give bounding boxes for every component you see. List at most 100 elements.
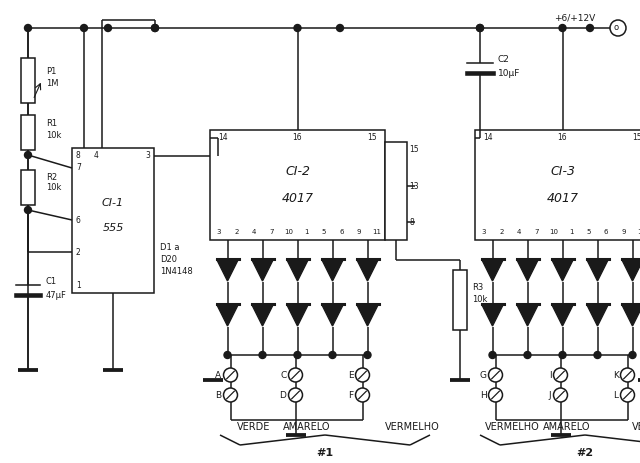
Circle shape — [489, 351, 496, 358]
Bar — [21, 58, 35, 103]
Circle shape — [554, 368, 568, 382]
Text: o: o — [613, 24, 619, 32]
Text: 15: 15 — [409, 145, 419, 155]
Circle shape — [104, 25, 111, 31]
Text: B: B — [216, 390, 221, 400]
Text: K: K — [612, 370, 618, 380]
Text: C2: C2 — [498, 56, 510, 64]
Bar — [210, 130, 385, 240]
Text: L: L — [614, 390, 618, 400]
Text: 1: 1 — [304, 229, 308, 235]
Text: D20: D20 — [160, 256, 177, 264]
Text: 8: 8 — [76, 151, 81, 161]
Polygon shape — [252, 259, 273, 281]
Circle shape — [224, 351, 231, 358]
Bar — [385, 142, 407, 240]
Polygon shape — [621, 304, 640, 326]
Text: 11: 11 — [637, 229, 640, 235]
Text: VERDE: VERDE — [632, 422, 640, 432]
Text: 14: 14 — [483, 133, 493, 143]
Text: 1: 1 — [569, 229, 573, 235]
Polygon shape — [216, 259, 239, 281]
Text: 10k: 10k — [472, 295, 488, 305]
Circle shape — [621, 368, 634, 382]
Bar — [475, 130, 640, 240]
Polygon shape — [586, 259, 609, 281]
Circle shape — [610, 20, 626, 36]
Text: 9: 9 — [356, 229, 361, 235]
Text: 47μF: 47μF — [46, 290, 67, 300]
Bar — [21, 170, 35, 205]
Circle shape — [294, 351, 301, 358]
Text: 10: 10 — [284, 229, 293, 235]
Polygon shape — [586, 304, 609, 326]
Polygon shape — [287, 259, 308, 281]
Circle shape — [259, 351, 266, 358]
Polygon shape — [552, 304, 573, 326]
Text: A: A — [216, 370, 221, 380]
Circle shape — [24, 151, 31, 158]
Text: #2: #2 — [577, 448, 593, 458]
Circle shape — [488, 368, 502, 382]
Text: 10: 10 — [549, 229, 558, 235]
Text: 6: 6 — [339, 229, 344, 235]
Polygon shape — [356, 259, 378, 281]
Text: I: I — [549, 370, 552, 380]
Text: 16: 16 — [292, 133, 302, 143]
Circle shape — [289, 368, 303, 382]
Circle shape — [294, 25, 301, 31]
Text: VERMELHO: VERMELHO — [485, 422, 540, 432]
Text: 3: 3 — [481, 229, 486, 235]
Circle shape — [223, 368, 237, 382]
Polygon shape — [481, 259, 504, 281]
Text: 6: 6 — [76, 216, 81, 225]
Text: 7: 7 — [534, 229, 538, 235]
Circle shape — [559, 25, 566, 31]
Text: P1: P1 — [46, 68, 56, 76]
Text: 5: 5 — [587, 229, 591, 235]
Text: 9: 9 — [621, 229, 626, 235]
Text: 15: 15 — [632, 133, 640, 143]
Polygon shape — [552, 259, 573, 281]
Text: 8: 8 — [409, 218, 413, 227]
Text: R3: R3 — [472, 283, 483, 293]
Text: 6: 6 — [604, 229, 609, 235]
Text: 4: 4 — [252, 229, 256, 235]
Text: E: E — [348, 370, 353, 380]
Circle shape — [355, 368, 369, 382]
Circle shape — [477, 25, 483, 31]
Text: 4: 4 — [516, 229, 521, 235]
Text: 16: 16 — [557, 133, 567, 143]
Text: CI-1: CI-1 — [102, 198, 124, 208]
Text: 4: 4 — [94, 151, 99, 161]
Text: CI-3: CI-3 — [550, 165, 575, 178]
Text: 10k: 10k — [46, 183, 61, 193]
Circle shape — [289, 388, 303, 402]
Text: 1N4148: 1N4148 — [160, 268, 193, 276]
Text: J: J — [549, 390, 552, 400]
Polygon shape — [216, 304, 239, 326]
Bar — [21, 115, 35, 150]
Circle shape — [629, 351, 636, 358]
Text: 11: 11 — [372, 229, 381, 235]
Text: 1M: 1M — [46, 79, 58, 88]
Polygon shape — [481, 304, 504, 326]
Circle shape — [337, 25, 344, 31]
Circle shape — [488, 388, 502, 402]
Circle shape — [24, 206, 31, 213]
Polygon shape — [516, 304, 538, 326]
Text: 3: 3 — [216, 229, 221, 235]
Circle shape — [223, 388, 237, 402]
Text: #1: #1 — [316, 448, 333, 458]
Bar — [72, 148, 154, 293]
Circle shape — [24, 25, 31, 31]
Polygon shape — [356, 304, 378, 326]
Text: 7: 7 — [76, 163, 81, 173]
Text: 4017: 4017 — [282, 192, 314, 205]
Polygon shape — [321, 259, 344, 281]
Circle shape — [329, 351, 336, 358]
Text: 10μF: 10μF — [498, 69, 520, 79]
Text: C1: C1 — [46, 277, 57, 287]
Bar — [453, 270, 467, 330]
Circle shape — [524, 351, 531, 358]
